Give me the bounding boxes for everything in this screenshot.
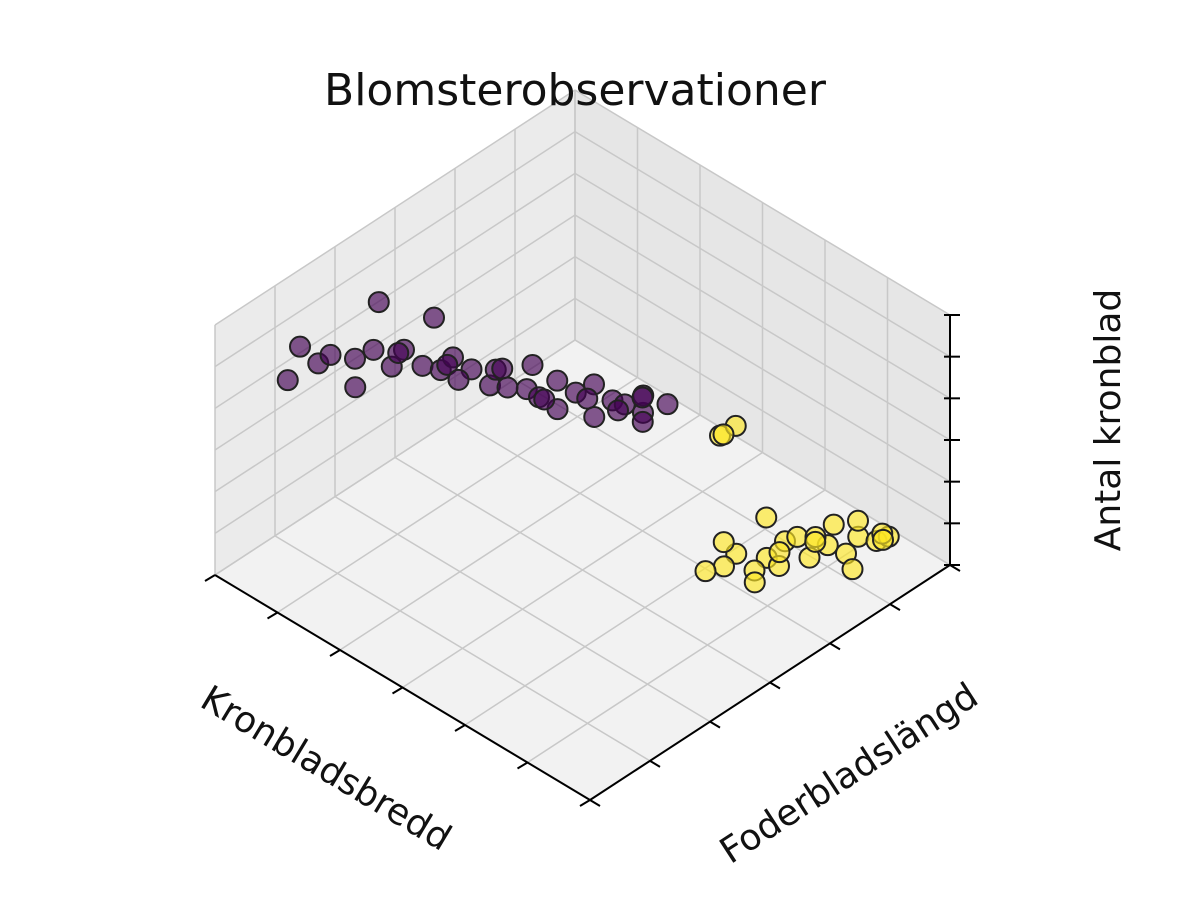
grid-line <box>214 172 576 409</box>
grid-line <box>574 131 951 358</box>
point <box>496 376 519 399</box>
grid-line <box>514 378 891 605</box>
point <box>367 291 390 314</box>
grid-line <box>574 256 951 483</box>
point <box>786 525 809 548</box>
grid-line <box>574 297 951 524</box>
point <box>423 306 445 329</box>
point <box>546 369 569 392</box>
point <box>491 357 514 380</box>
tick-mark <box>829 642 841 651</box>
point <box>694 560 717 583</box>
point <box>344 376 367 399</box>
point <box>411 354 434 377</box>
tick-mark <box>589 799 601 807</box>
tick-mark <box>769 681 781 690</box>
tick-mark <box>266 611 279 620</box>
grid-line <box>214 131 576 368</box>
point <box>583 406 606 428</box>
point <box>319 343 342 366</box>
grid-line <box>214 297 576 534</box>
point <box>841 558 864 581</box>
grid-line <box>214 214 576 451</box>
point <box>804 530 827 553</box>
point <box>521 354 544 376</box>
point <box>712 531 735 554</box>
point <box>344 347 366 370</box>
point <box>713 555 735 578</box>
tick-mark <box>391 686 404 695</box>
point <box>847 509 869 532</box>
point <box>631 386 654 409</box>
point <box>533 388 556 411</box>
point <box>712 423 735 446</box>
tick-mark <box>709 720 721 729</box>
point <box>362 338 385 361</box>
panes <box>214 89 951 801</box>
grid-line <box>574 172 951 399</box>
tick-mark <box>889 603 901 612</box>
tick-mark <box>516 761 529 770</box>
tick-mark <box>454 724 466 732</box>
tick-mark <box>204 574 216 582</box>
y-axis-label: Foderbladslängd <box>713 675 986 872</box>
grid-line <box>394 456 771 684</box>
grid-line <box>334 496 711 723</box>
point <box>656 393 679 416</box>
point <box>387 342 410 364</box>
point <box>768 541 791 564</box>
grid-line <box>214 89 576 326</box>
tick-mark <box>649 759 661 768</box>
chart-title: Blomsterobservationer <box>324 65 827 116</box>
point <box>743 571 766 594</box>
point <box>755 506 778 529</box>
point <box>576 387 599 410</box>
point <box>447 368 470 391</box>
grid-line <box>274 535 651 762</box>
grid-line <box>574 89 951 316</box>
tick-mark <box>579 799 591 807</box>
grid-line <box>214 339 576 576</box>
grid-line <box>454 417 831 644</box>
point <box>822 513 845 536</box>
z-axis-label: Antal kronblad <box>1088 289 1129 552</box>
x-axis-label: Kronbladsbredd <box>194 678 458 859</box>
point <box>276 369 299 392</box>
point <box>289 335 311 358</box>
point <box>631 410 654 433</box>
grid-line <box>574 214 951 441</box>
point <box>872 528 894 551</box>
point <box>436 353 459 376</box>
tick-mark <box>329 649 341 657</box>
point <box>607 399 629 422</box>
